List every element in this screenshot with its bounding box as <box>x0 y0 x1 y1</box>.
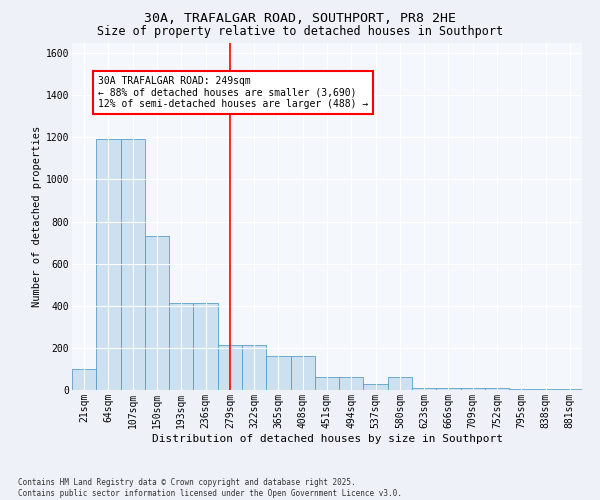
Y-axis label: Number of detached properties: Number of detached properties <box>32 126 41 307</box>
Text: Contains HM Land Registry data © Crown copyright and database right 2025.
Contai: Contains HM Land Registry data © Crown c… <box>18 478 402 498</box>
Bar <box>533 389 558 390</box>
Bar <box>339 378 364 390</box>
Bar <box>509 389 533 390</box>
Bar <box>169 302 193 390</box>
Bar <box>242 344 266 390</box>
Bar <box>412 388 436 390</box>
Bar <box>218 344 242 390</box>
Bar <box>290 356 315 390</box>
Bar <box>266 356 290 390</box>
Text: 30A, TRAFALGAR ROAD, SOUTHPORT, PR8 2HE: 30A, TRAFALGAR ROAD, SOUTHPORT, PR8 2HE <box>144 12 456 26</box>
Bar <box>193 302 218 390</box>
Text: 30A TRAFALGAR ROAD: 249sqm
← 88% of detached houses are smaller (3,690)
12% of s: 30A TRAFALGAR ROAD: 249sqm ← 88% of deta… <box>97 76 368 110</box>
Bar <box>72 369 96 390</box>
Text: Size of property relative to detached houses in Southport: Size of property relative to detached ho… <box>97 25 503 38</box>
Bar <box>558 389 582 390</box>
Bar <box>388 378 412 390</box>
Bar <box>364 384 388 390</box>
Bar <box>461 388 485 390</box>
Bar <box>145 236 169 390</box>
Bar <box>436 388 461 390</box>
X-axis label: Distribution of detached houses by size in Southport: Distribution of detached houses by size … <box>151 434 503 444</box>
Bar <box>485 388 509 390</box>
Bar <box>315 378 339 390</box>
Bar <box>121 140 145 390</box>
Bar <box>96 140 121 390</box>
